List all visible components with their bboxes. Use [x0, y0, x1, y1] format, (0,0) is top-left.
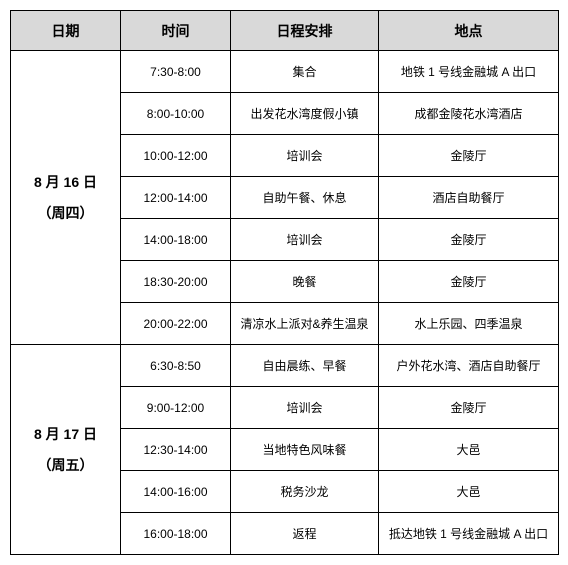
date-label: 8 月 17 日 [11, 419, 120, 450]
header-event: 日程安排 [231, 11, 379, 51]
time-cell: 10:00-12:00 [121, 135, 231, 177]
time-cell: 18:30-20:00 [121, 261, 231, 303]
location-cell: 水上乐园、四季温泉 [379, 303, 559, 345]
event-cell: 晚餐 [231, 261, 379, 303]
event-cell: 培训会 [231, 135, 379, 177]
time-cell: 14:00-18:00 [121, 219, 231, 261]
time-cell: 9:00-12:00 [121, 387, 231, 429]
location-cell: 金陵厅 [379, 135, 559, 177]
event-cell: 出发花水湾度假小镇 [231, 93, 379, 135]
location-cell: 金陵厅 [379, 219, 559, 261]
location-cell: 成都金陵花水湾酒店 [379, 93, 559, 135]
date-cell: 8 月 16 日（周四） [11, 51, 121, 345]
time-cell: 14:00-16:00 [121, 471, 231, 513]
event-cell: 自由晨练、早餐 [231, 345, 379, 387]
time-cell: 12:30-14:00 [121, 429, 231, 471]
weekday-label: （周五） [11, 450, 120, 481]
date-label: 8 月 16 日 [11, 167, 120, 198]
time-cell: 6:30-8:50 [121, 345, 231, 387]
time-cell: 7:30-8:00 [121, 51, 231, 93]
header-time: 时间 [121, 11, 231, 51]
location-cell: 抵达地铁 1 号线金融城 A 出口 [379, 513, 559, 555]
event-cell: 当地特色风味餐 [231, 429, 379, 471]
table-row: 8 月 17 日（周五）6:30-8:50自由晨练、早餐户外花水湾、酒店自助餐厅 [11, 345, 559, 387]
event-cell: 清凉水上派对&养生温泉 [231, 303, 379, 345]
date-cell: 8 月 17 日（周五） [11, 345, 121, 555]
event-cell: 集合 [231, 51, 379, 93]
weekday-label: （周四） [11, 198, 120, 229]
location-cell: 金陵厅 [379, 261, 559, 303]
time-cell: 12:00-14:00 [121, 177, 231, 219]
event-cell: 返程 [231, 513, 379, 555]
location-cell: 大邑 [379, 429, 559, 471]
event-cell: 税务沙龙 [231, 471, 379, 513]
location-cell: 酒店自助餐厅 [379, 177, 559, 219]
schedule-table: 日期 时间 日程安排 地点 8 月 16 日（周四）7:30-8:00集合地铁 … [10, 10, 559, 555]
time-cell: 16:00-18:00 [121, 513, 231, 555]
time-cell: 20:00-22:00 [121, 303, 231, 345]
event-cell: 培训会 [231, 387, 379, 429]
header-location: 地点 [379, 11, 559, 51]
header-date: 日期 [11, 11, 121, 51]
location-cell: 地铁 1 号线金融城 A 出口 [379, 51, 559, 93]
table-row: 8 月 16 日（周四）7:30-8:00集合地铁 1 号线金融城 A 出口 [11, 51, 559, 93]
header-row: 日期 时间 日程安排 地点 [11, 11, 559, 51]
location-cell: 户外花水湾、酒店自助餐厅 [379, 345, 559, 387]
location-cell: 金陵厅 [379, 387, 559, 429]
time-cell: 8:00-10:00 [121, 93, 231, 135]
event-cell: 培训会 [231, 219, 379, 261]
location-cell: 大邑 [379, 471, 559, 513]
event-cell: 自助午餐、休息 [231, 177, 379, 219]
